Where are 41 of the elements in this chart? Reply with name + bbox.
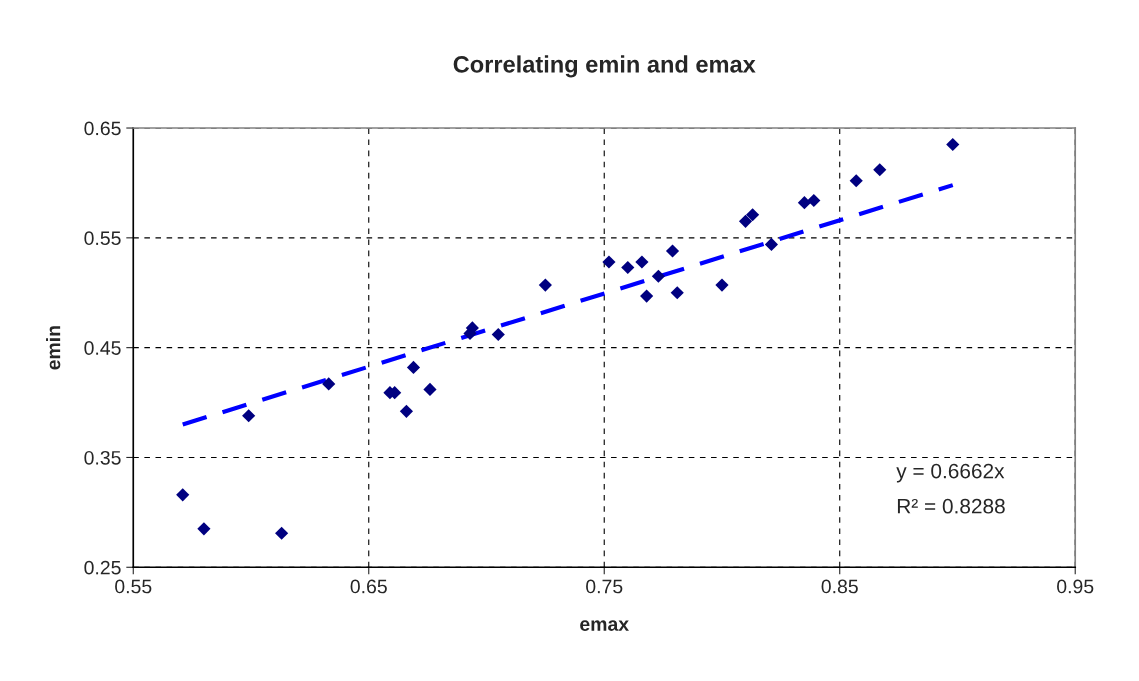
point: [746, 208, 760, 222]
point: [640, 289, 654, 303]
point: [946, 137, 960, 152]
x-tick-label: 0.85: [821, 579, 858, 594]
point: [491, 327, 505, 342]
chart-title: Correlating emin and emax: [453, 55, 756, 78]
x-axis-title: emax: [580, 620, 629, 631]
point: [651, 269, 665, 283]
point: [873, 163, 887, 177]
y-tick-label: 0.35: [84, 450, 121, 465]
point: [670, 286, 684, 300]
point: [399, 404, 414, 418]
point: [849, 174, 863, 188]
x-tick-label: 0.65: [350, 579, 387, 594]
y-tick-label: 0.45: [84, 341, 121, 355]
point: [322, 377, 336, 391]
point: [242, 409, 256, 423]
point: [738, 214, 753, 228]
y-tick-label: 0.25: [84, 560, 121, 575]
point: [621, 260, 635, 275]
point: [635, 255, 649, 269]
point: [602, 255, 616, 269]
point: [665, 244, 680, 258]
point: [715, 278, 729, 292]
point: [197, 522, 211, 536]
x-tick-label: 0.75: [586, 579, 623, 594]
y-axis-title: emin: [46, 326, 61, 370]
point: [764, 237, 779, 252]
point: [275, 526, 289, 540]
point: [176, 488, 190, 502]
y-tick-label: 0.65: [84, 121, 121, 136]
point: [797, 196, 811, 210]
point: [406, 360, 421, 374]
annotation: R² = 0.8288: [897, 498, 1005, 514]
y-tick-label: 0.55: [84, 231, 121, 246]
annotation: y = 0.6662x: [896, 463, 1005, 483]
x-tick-label: 0.95: [1057, 579, 1094, 594]
point: [538, 278, 552, 292]
x-tick-label: 0.55: [115, 579, 152, 594]
point: [423, 382, 437, 396]
point: [807, 193, 821, 208]
